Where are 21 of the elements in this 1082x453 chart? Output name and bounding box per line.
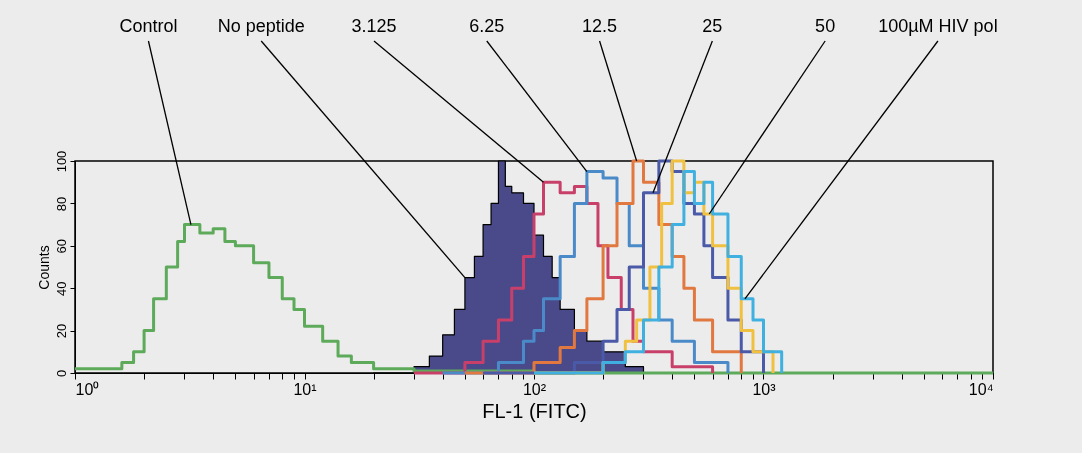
y-tick-label: 40 [53, 281, 69, 296]
y-tick-label: 100 [53, 150, 69, 173]
annotation: 6.25 [469, 16, 505, 36]
y-tick-label: 20 [53, 323, 69, 339]
x-tick-label: 10³ [752, 380, 777, 398]
x-tick-label: 10¹ [293, 380, 317, 398]
annotation: 100µM HIV pol [878, 16, 998, 36]
x-axis-title: FL-1 (FITC) [482, 399, 587, 422]
y-tick-label: 0 [53, 369, 69, 378]
y-tick-label: 80 [53, 196, 69, 212]
x-tick-label: 10² [522, 380, 547, 398]
annotation: 3.125 [351, 16, 397, 36]
annotation: 12.5 [582, 16, 618, 36]
annotation: 50 [815, 16, 836, 36]
x-tick-label: 10⁰ [75, 380, 100, 398]
annotation: Control [119, 16, 178, 36]
x-tick-label: 10⁴ [968, 380, 994, 398]
annotation: 25 [702, 16, 723, 36]
annotation: No peptide [217, 16, 305, 36]
y-axis-title: Counts [35, 245, 52, 290]
y-tick-label: 60 [53, 239, 69, 254]
